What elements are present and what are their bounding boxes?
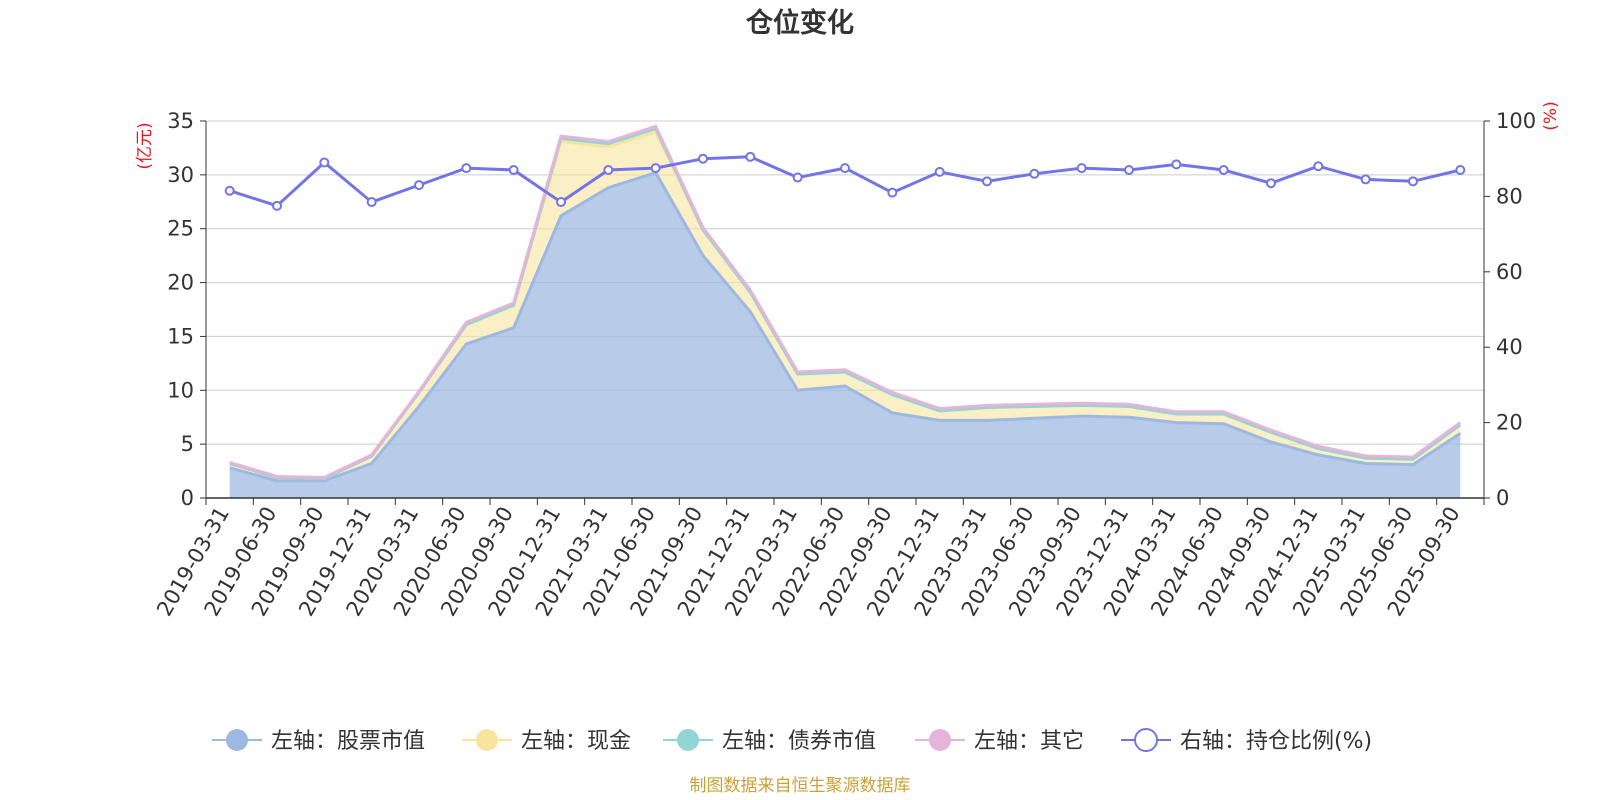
left-tick-label: 5 (181, 432, 194, 456)
legend-item[interactable]: 右轴：持仓比例(%) (1121, 728, 1372, 754)
ratio-point (934, 166, 945, 177)
legend-label: 左轴：债券市值 (722, 729, 876, 754)
ratio-point (792, 172, 803, 183)
ratio-point (745, 151, 756, 162)
left-tick-label: 30 (167, 163, 194, 187)
left-axis-unit: (亿元) (135, 122, 155, 169)
legend-circle-icon (226, 729, 248, 751)
ratio-point (1313, 161, 1324, 172)
ratio-line (224, 151, 1466, 211)
ratio-point (603, 165, 614, 176)
left-tick-label: 25 (167, 217, 194, 241)
ratio-point (1266, 178, 1276, 189)
legend-hollow-circle-icon (1134, 728, 1158, 752)
axes: 051015202530350204060801002019-03-312019… (152, 109, 1536, 620)
stacked-areas (229, 124, 1462, 498)
ratio-point (840, 163, 850, 174)
legend-label: 右轴：持仓比例(%) (1180, 729, 1372, 754)
ratio-point (1408, 176, 1418, 187)
legend-circle-icon (476, 729, 498, 751)
ratio-point (414, 180, 424, 191)
ratio-point (224, 185, 235, 196)
left-tick-label: 10 (167, 378, 194, 402)
right-tick-label: 0 (1496, 486, 1509, 510)
left-tick-label: 20 (167, 271, 194, 295)
ratio-point (887, 187, 898, 198)
ratio-point (1218, 165, 1229, 176)
ratio-point (461, 163, 472, 174)
ratio-point (508, 165, 519, 176)
legend-circle-icon (929, 729, 951, 751)
right-tick-label: 100 (1496, 109, 1536, 133)
legend-item[interactable]: 左轴：其它 (915, 729, 1084, 754)
ratio-point (556, 197, 566, 208)
ratio-point (1360, 174, 1371, 185)
left-tick-label: 0 (181, 486, 194, 510)
area-左轴：股票市值 (229, 172, 1461, 498)
right-tick-label: 80 (1496, 184, 1523, 208)
left-tick-label: 15 (167, 324, 194, 348)
ratio-point (1124, 165, 1134, 176)
legend-label: 左轴：现金 (521, 729, 631, 754)
right-tick-label: 20 (1496, 411, 1523, 435)
legend-item[interactable]: 左轴：现金 (462, 729, 631, 754)
ratio-point (650, 163, 661, 174)
ratio-point (1076, 163, 1087, 174)
chart-title: 仓位变化 (745, 7, 854, 39)
ratio-point (1455, 165, 1466, 176)
ratio-point (1029, 168, 1040, 179)
legend-label: 左轴：股票市值 (271, 729, 425, 754)
legend-circle-icon (677, 729, 699, 751)
right-axis-unit: (%) (1541, 101, 1561, 130)
ratio-point (698, 153, 708, 164)
legend-item[interactable]: 左轴：债券市值 (663, 729, 876, 754)
ratio-point (366, 197, 377, 208)
ratio-point (272, 200, 282, 211)
ratio-point (319, 157, 330, 168)
right-tick-label: 60 (1496, 260, 1523, 284)
ratio-point (1171, 159, 1182, 170)
legend: 左轴：股票市值 左轴：现金 左轴：债券市值 左轴：其它 右轴：持仓比例(%) (212, 728, 1372, 754)
right-tick-label: 40 (1496, 335, 1523, 359)
area-edge-左轴：其它 (229, 124, 1462, 480)
ratio-point (982, 176, 992, 187)
source-note: 制图数据来自恒生聚源数据库 (690, 776, 911, 796)
left-tick-label: 35 (167, 109, 194, 133)
area-edge-左轴：股票市值 (229, 170, 1462, 483)
legend-item[interactable]: 左轴：股票市值 (212, 729, 425, 754)
legend-label: 左轴：其它 (974, 729, 1084, 754)
